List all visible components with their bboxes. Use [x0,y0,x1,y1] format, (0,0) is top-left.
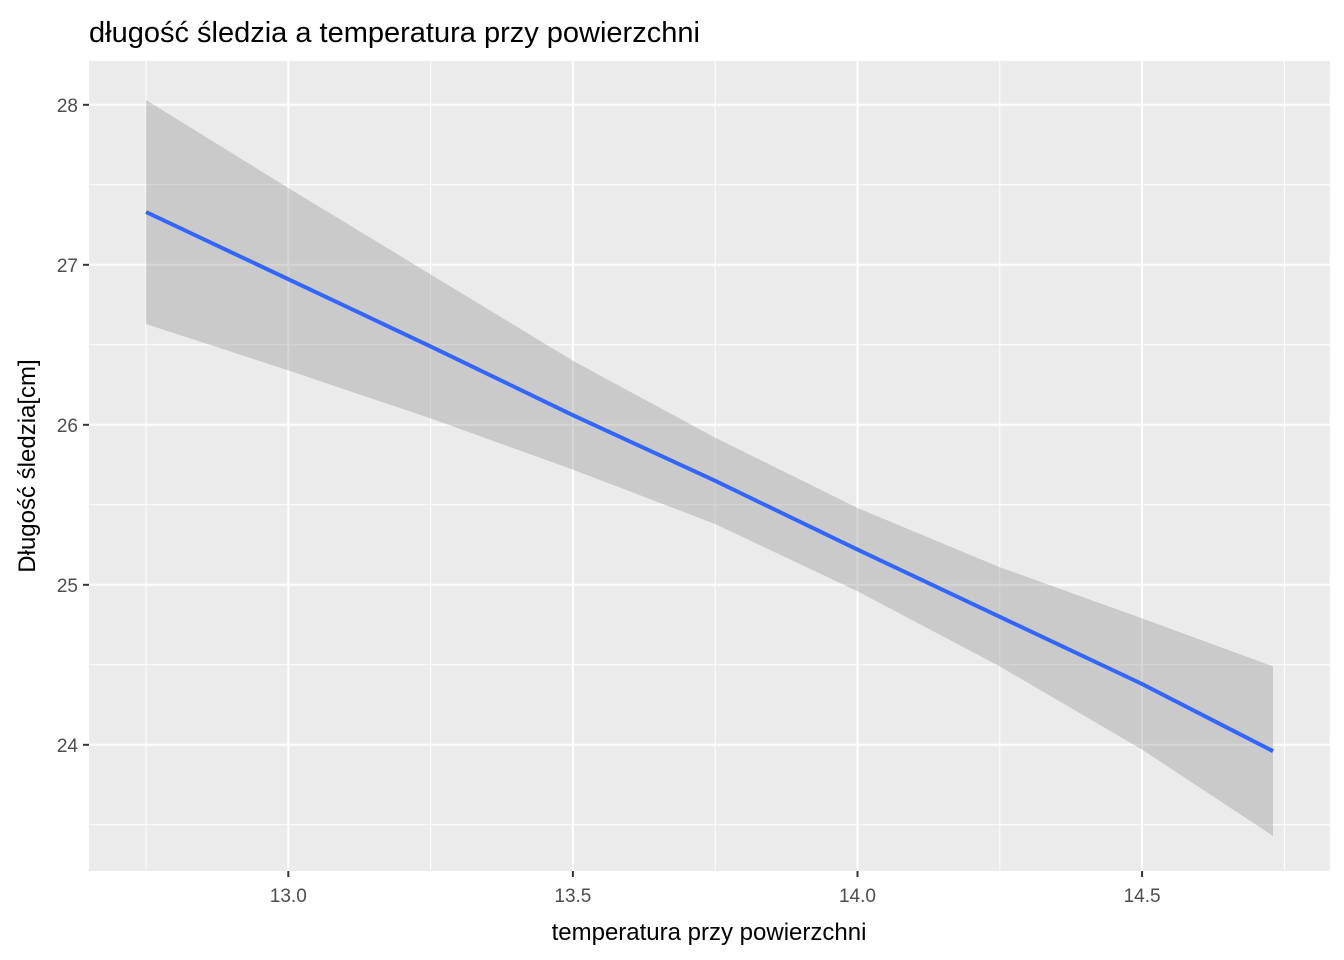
x-tick-label: 14.5 [1124,886,1161,907]
x-axis-title: temperatura przy powierzchni [552,919,867,946]
plot-panel [89,61,1330,871]
x-tick-label: 14.0 [839,886,876,907]
x-axis: 13.0 13.5 14.0 14.5 [270,871,1161,907]
grid-major [89,61,1330,871]
y-tick-label: 24 [57,736,79,757]
y-tick-label: 27 [57,256,78,277]
y-tick-label: 25 [57,576,78,597]
grid-minor [89,61,1330,871]
y-axis: 24 25 26 27 28 [57,96,89,757]
chart-title: długość śledzia a temperatura przy powie… [89,17,700,49]
x-tick-label: 13.0 [270,886,307,907]
trend-line [145,210,1274,753]
y-tick-label: 28 [57,96,78,117]
y-axis-title: Długość śledzia[cm] [14,359,41,572]
y-tick-label: 26 [57,416,78,437]
confidence-band [146,100,1273,836]
x-tick-label: 13.5 [554,886,591,907]
